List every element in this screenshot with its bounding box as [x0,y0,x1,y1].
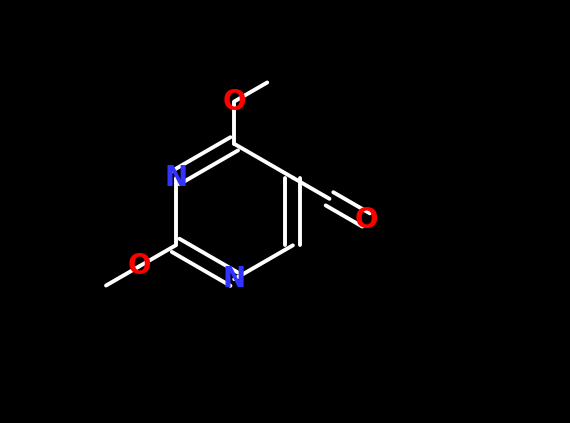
Text: N: N [223,265,246,293]
Text: N: N [164,164,187,192]
Text: O: O [222,88,246,115]
Text: O: O [355,206,378,234]
Text: O: O [127,253,150,280]
